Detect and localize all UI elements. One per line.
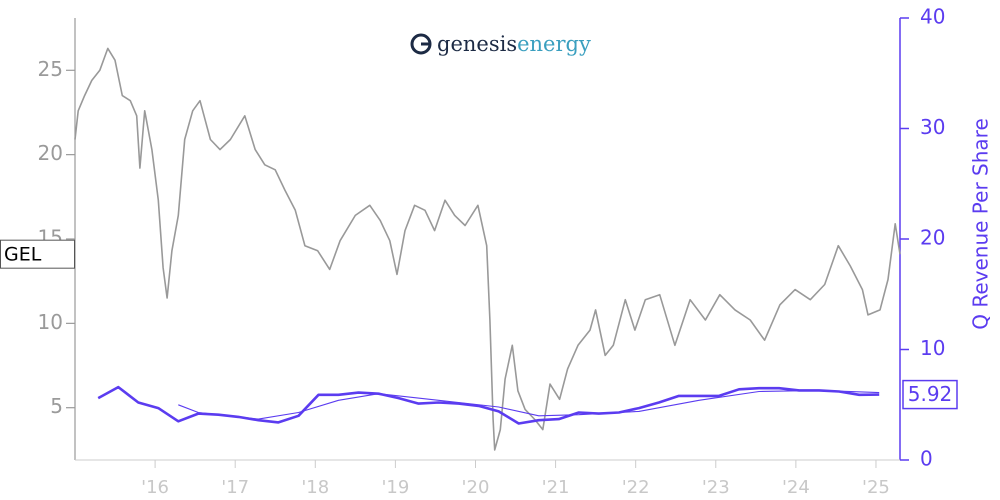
logo-part1: genesis xyxy=(437,32,517,56)
x-tick-label: '22 xyxy=(622,477,650,498)
y2-axis-label: Q Revenue Per Share xyxy=(969,118,993,330)
x-tick-label: '20 xyxy=(462,477,490,498)
y2-tick-label: 20 xyxy=(920,226,945,250)
logo-text: genesisenergy xyxy=(437,32,591,56)
x-tick-label: '18 xyxy=(301,477,329,498)
x-tick-label: '25 xyxy=(862,477,890,498)
ticker-label: GEL xyxy=(4,244,42,266)
y-tick-label: 25 xyxy=(38,57,63,81)
x-tick-label: '23 xyxy=(702,477,730,498)
y2-tick-label: 30 xyxy=(920,115,945,139)
y2-tick-label: 40 xyxy=(920,5,945,29)
series-line xyxy=(178,389,880,420)
last-value-label: 5.92 xyxy=(908,382,953,406)
y-tick-label: 5 xyxy=(50,394,63,418)
last-value-box xyxy=(902,379,958,410)
x-tick-label: '21 xyxy=(542,477,570,498)
y2-tick-label: 0 xyxy=(920,447,933,471)
x-tick-label: '19 xyxy=(381,477,409,498)
y-tick-label: 20 xyxy=(38,141,63,165)
series-line xyxy=(97,385,880,425)
logo-part2: energy xyxy=(517,32,591,56)
logo: genesisenergy xyxy=(410,32,591,56)
x-tick-label: '24 xyxy=(782,477,810,498)
y-tick-label: 10 xyxy=(38,310,63,334)
y2-tick-label: 10 xyxy=(920,336,945,360)
ticker-box xyxy=(0,239,75,269)
x-tick-label: '16 xyxy=(141,477,169,498)
series-line xyxy=(74,47,901,451)
x-tick-label: '17 xyxy=(221,477,249,498)
